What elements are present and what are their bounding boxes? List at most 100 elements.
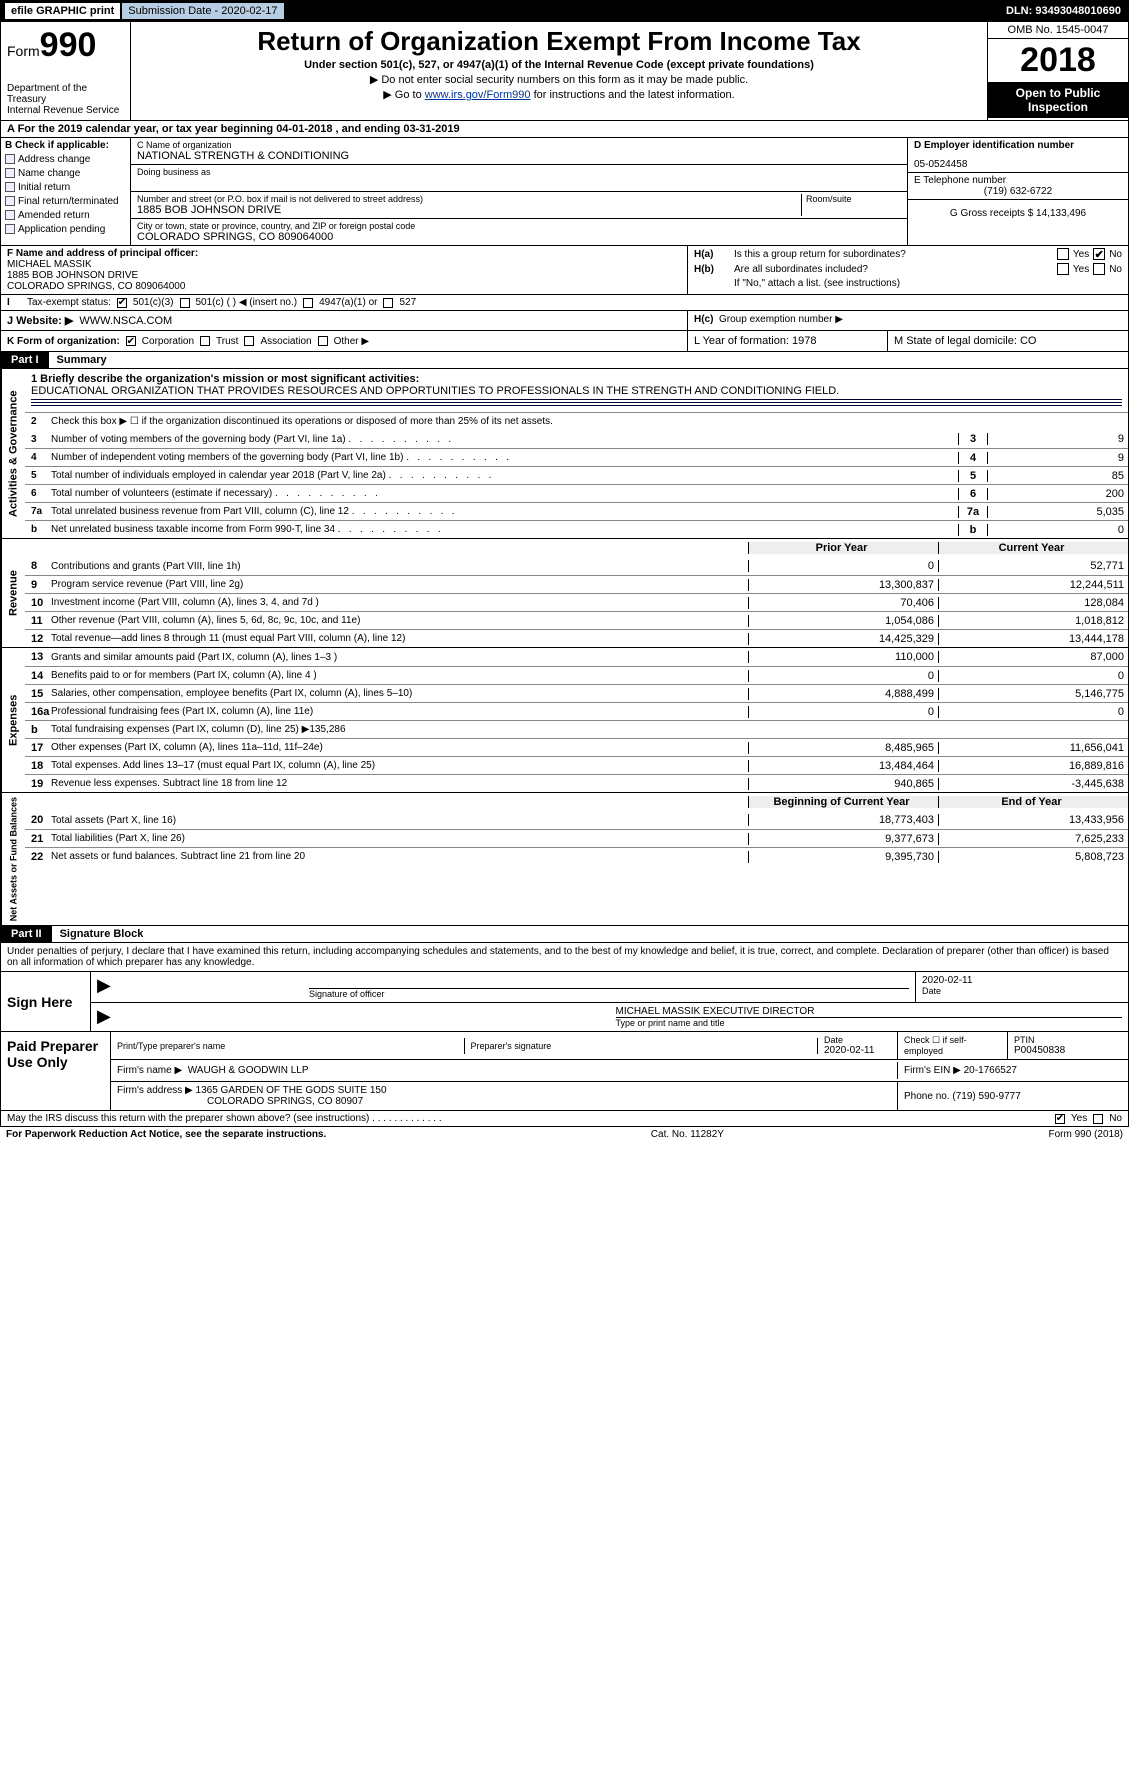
exp-line-16a: 16aProfessional fundraising fees (Part I… — [25, 702, 1128, 720]
org-name-cell: C Name of organization NATIONAL STRENGTH… — [131, 138, 907, 165]
part1-netassets: Net Assets or Fund Balances Beginning of… — [0, 793, 1129, 926]
part1-header: Part I Summary — [0, 352, 1129, 369]
chk-address-change[interactable]: Address change — [5, 154, 126, 165]
line-4: 4Number of independent voting members of… — [25, 448, 1128, 466]
line2: 2Check this box ▶ ☐ if the organization … — [25, 412, 1128, 430]
header-left: Form990 Department of the Treasury Inter… — [1, 22, 131, 120]
exp-line-18: 18Total expenses. Add lines 13–17 (must … — [25, 756, 1128, 774]
side-activities: Activities & Governance — [1, 369, 25, 538]
rev-line-9: 9Program service revenue (Part VIII, lin… — [25, 575, 1128, 593]
ein: 05-0524458 — [914, 159, 1122, 170]
telephone: (719) 632-6722 — [914, 186, 1122, 197]
header-right: OMB No. 1545-0047 2018 Open to Public In… — [988, 22, 1128, 120]
na-line-21: 21Total liabilities (Part X, line 26)9,3… — [25, 829, 1128, 847]
h-a-row: H(a) Is this a group return for subordin… — [694, 248, 1122, 260]
line-5: 5Total number of individuals employed in… — [25, 466, 1128, 484]
open-public: Open to Public Inspection — [988, 82, 1128, 118]
hb-yes[interactable] — [1057, 263, 1069, 275]
part1-expenses: Expenses 13Grants and similar amounts pa… — [0, 648, 1129, 793]
chk-corp[interactable] — [126, 336, 136, 346]
chk-501c3[interactable] — [117, 298, 127, 308]
dln: DLN: 93493048010690 — [1006, 5, 1125, 17]
officer-name: MICHAEL MASSIK — [7, 259, 681, 270]
row-i: I Tax-exempt status: 501(c)(3) 501(c) ( … — [0, 295, 1129, 311]
section-fh: F Name and address of principal officer:… — [0, 246, 1129, 295]
hb-no[interactable] — [1093, 263, 1105, 275]
col-b: B Check if applicable: Address change Na… — [1, 138, 131, 245]
submission-date: Submission Date - 2020-02-17 — [121, 2, 284, 20]
row-j: J Website: ▶ WWW.NSCA.COM H(c) Group exe… — [0, 311, 1129, 331]
section-bcd: B Check if applicable: Address change Na… — [0, 138, 1129, 246]
firm-ein: 20-1766527 — [964, 1065, 1017, 1076]
exp-line-14: 14Benefits paid to or for members (Part … — [25, 666, 1128, 684]
ptin: P00450838 — [1014, 1045, 1122, 1056]
discuss-no[interactable] — [1093, 1114, 1103, 1124]
top-bar: efile GRAPHIC print Submission Date - 20… — [0, 0, 1129, 22]
gross-receipts: G Gross receipts $ 14,133,496 — [908, 200, 1128, 221]
prep-row1: Print/Type preparer's name Preparer's si… — [111, 1032, 1128, 1059]
header-mid: Return of Organization Exempt From Incom… — [131, 22, 988, 120]
part1-activities: Activities & Governance 1 Briefly descri… — [0, 369, 1129, 539]
part1-revenue: Revenue Prior Year Current Year 8Contrib… — [0, 539, 1129, 648]
exp-line-b: bTotal fundraising expenses (Part IX, co… — [25, 720, 1128, 738]
chk-501c[interactable] — [180, 298, 190, 308]
rev-line-11: 11Other revenue (Part VIII, column (A), … — [25, 611, 1128, 629]
officer-name-title: MICHAEL MASSIK EXECUTIVE DIRECTOR — [616, 1006, 1123, 1018]
na-line-20: 20Total assets (Part X, line 16)18,773,4… — [25, 811, 1128, 829]
chk-4947[interactable] — [303, 298, 313, 308]
paid-preparer: Paid Preparer Use Only Print/Type prepar… — [0, 1032, 1129, 1111]
rev-header: Prior Year Current Year — [25, 539, 1128, 557]
discuss-yes[interactable] — [1055, 1114, 1065, 1124]
h-b-row: H(b) Are all subordinates included? YesN… — [694, 263, 1122, 275]
chk-final-return[interactable]: Final return/terminated — [5, 196, 126, 207]
side-netassets: Net Assets or Fund Balances — [1, 793, 25, 925]
exp-line-19: 19Revenue less expenses. Subtract line 1… — [25, 774, 1128, 792]
line-b: bNet unrelated business taxable income f… — [25, 520, 1128, 538]
efile-text: efile GRAPHIC print — [11, 5, 114, 17]
sig-date: 2020-02-11 — [922, 975, 1122, 986]
chk-assoc[interactable] — [244, 336, 254, 346]
part2-header: Part II Signature Block — [0, 926, 1129, 943]
col-h: H(a) Is this a group return for subordin… — [688, 246, 1128, 294]
firm-phone: (719) 590-9777 — [952, 1091, 1020, 1102]
arrow-icon: ▶ — [97, 1006, 111, 1026]
side-expenses: Expenses — [1, 648, 25, 792]
col-f: F Name and address of principal officer:… — [1, 246, 688, 294]
chk-other[interactable] — [318, 336, 328, 346]
na-header: Beginning of Current Year End of Year — [25, 793, 1128, 811]
discuss-row: May the IRS discuss this return with the… — [0, 1111, 1129, 1127]
goto-note: ▶ Go to www.irs.gov/Form990 for instruct… — [137, 88, 981, 101]
b-title: B Check if applicable: — [5, 140, 126, 151]
chk-amended-return[interactable]: Amended return — [5, 210, 126, 221]
line-6: 6Total number of volunteers (estimate if… — [25, 484, 1128, 502]
col-c: C Name of organization NATIONAL STRENGTH… — [131, 138, 908, 245]
chk-application-pending[interactable]: Application pending — [5, 224, 126, 235]
chk-trust[interactable] — [200, 336, 210, 346]
omb-no: OMB No. 1545-0047 — [988, 22, 1128, 39]
address-cell: Number and street (or P.O. box if mail i… — [131, 192, 907, 219]
website: WWW.NSCA.COM — [79, 315, 172, 327]
form-number: Form990 — [7, 26, 124, 65]
city-cell: City or town, state or province, country… — [131, 219, 907, 245]
rev-line-8: 8Contributions and grants (Part VIII, li… — [25, 557, 1128, 575]
col-d: D Employer identification number 05-0524… — [908, 138, 1128, 245]
perjury-text: Under penalties of perjury, I declare th… — [0, 943, 1129, 972]
ha-no[interactable]: ✔ — [1093, 248, 1105, 260]
ha-yes[interactable] — [1057, 248, 1069, 260]
city-state-zip: COLORADO SPRINGS, CO 809064000 — [137, 231, 901, 243]
rev-line-10: 10Investment income (Part VIII, column (… — [25, 593, 1128, 611]
brief-desc: 1 Briefly describe the organization's mi… — [25, 369, 1128, 412]
dba-cell: Doing business as — [131, 165, 907, 192]
chk-name-change[interactable]: Name change — [5, 168, 126, 179]
side-revenue: Revenue — [1, 539, 25, 647]
tax-year-line: A For the 2019 calendar year, or tax yea… — [0, 121, 1129, 138]
arrow-icon: ▶ — [97, 975, 111, 995]
chk-527[interactable] — [383, 298, 393, 308]
irs-link[interactable]: www.irs.gov/Form990 — [425, 89, 531, 101]
line-3: 3Number of voting members of the governi… — [25, 430, 1128, 448]
org-name: NATIONAL STRENGTH & CONDITIONING — [137, 150, 901, 162]
sign-here: Sign Here ▶ Signature of officer 2020-02… — [0, 972, 1129, 1032]
footer: For Paperwork Reduction Act Notice, see … — [0, 1127, 1129, 1142]
chk-initial-return[interactable]: Initial return — [5, 182, 126, 193]
na-line-22: 22Net assets or fund balances. Subtract … — [25, 847, 1128, 865]
